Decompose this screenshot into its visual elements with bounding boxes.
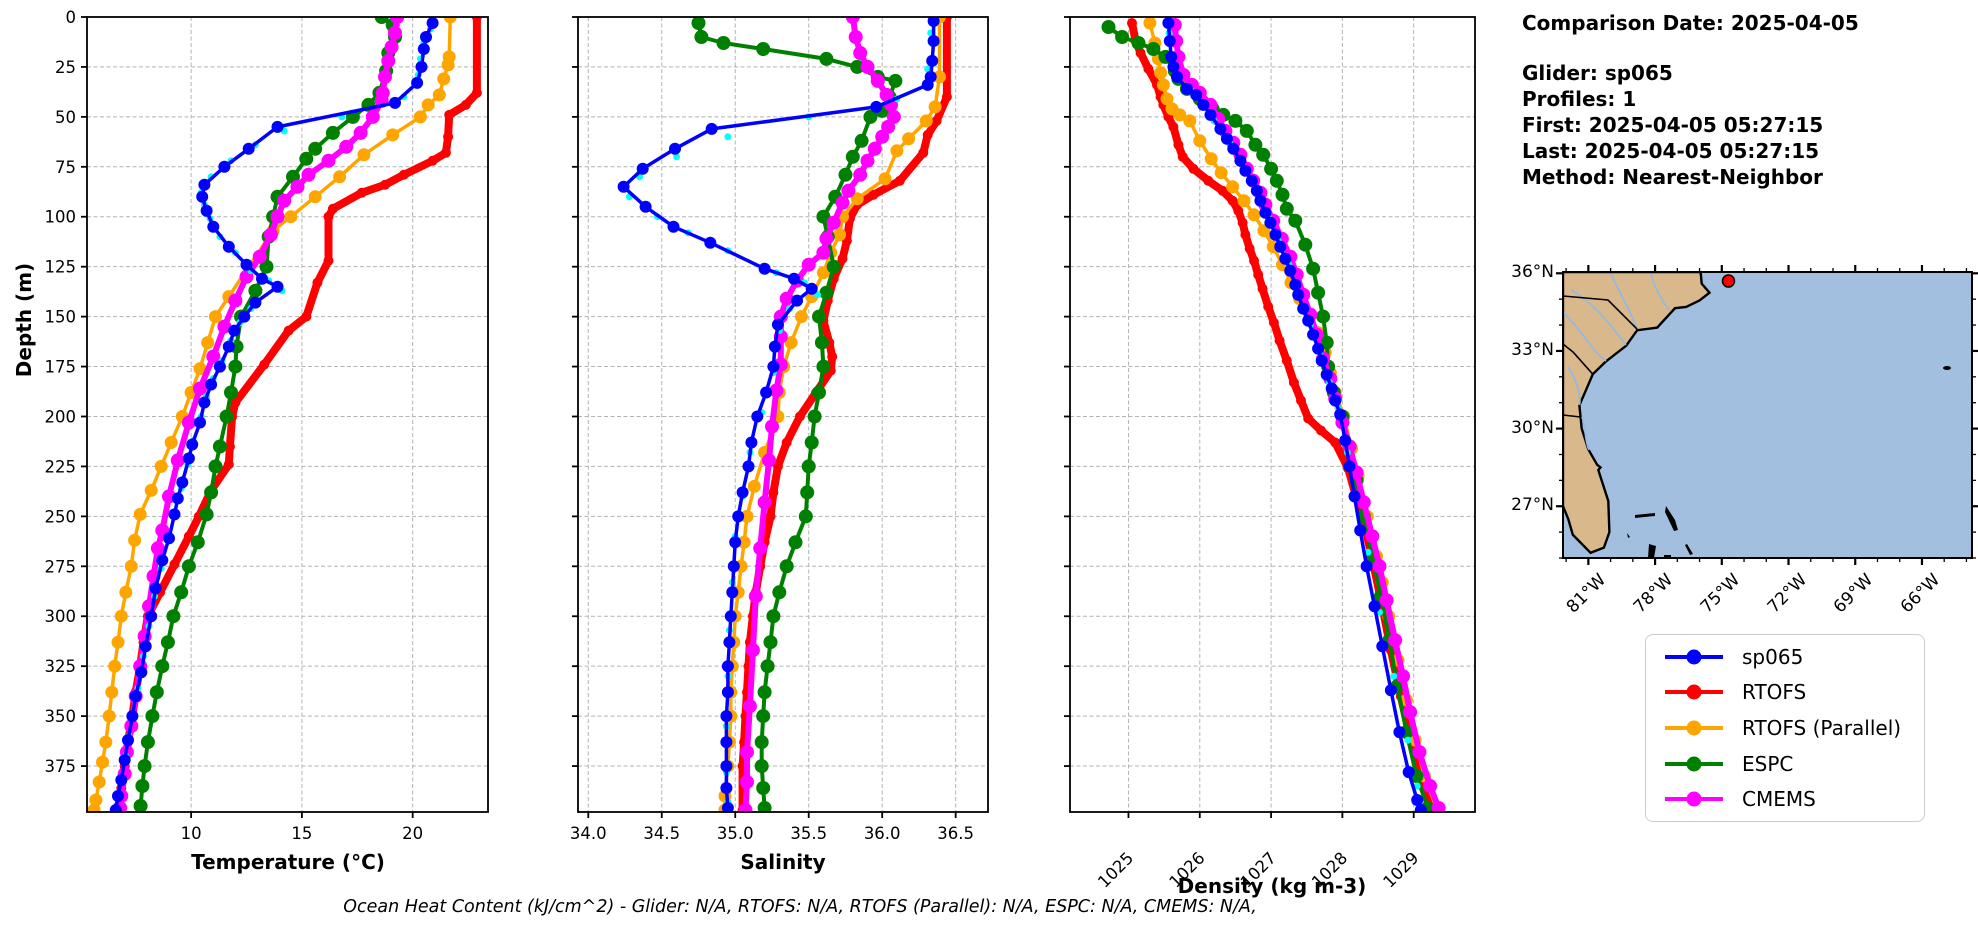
svg-text:275: 275 <box>45 557 77 576</box>
density-plot-border <box>1069 16 1476 813</box>
legend-line-sample <box>1665 684 1723 700</box>
svg-text:34.0: 34.0 <box>570 824 607 843</box>
legend: sp065 RTOFS RTOFS (Parallel) ESPC CMEMS <box>1645 634 1925 822</box>
svg-text:175: 175 <box>45 358 77 377</box>
svg-text:36.5: 36.5 <box>937 824 974 843</box>
svg-text:10: 10 <box>181 824 202 843</box>
temperature-profile-chart: 10 15 200255075100125150175200225250275300… <box>45 8 489 843</box>
salinity-axis-label: Salinity <box>740 850 826 874</box>
map-state-borders <box>1563 295 1638 418</box>
method-text: Method: Nearest-Neighbor <box>1522 165 1823 189</box>
map-rivers <box>1563 273 1670 451</box>
comparison-date-text: Comparison Date: 2025-04-05 <box>1522 11 1859 35</box>
map-ticks <box>1556 265 1978 565</box>
temperature-series-sp065-raw <box>115 25 434 800</box>
map-lat-label: 30°N <box>1511 417 1554 438</box>
svg-text:325: 325 <box>45 657 77 676</box>
svg-text:15: 15 <box>291 824 312 843</box>
svg-text:50: 50 <box>55 108 76 127</box>
svg-text:25: 25 <box>55 58 76 77</box>
map-bermuda-island <box>1943 366 1951 370</box>
salinity-tick-labels: 34.0 34.5 35.0 35.5 36.0 36.5 <box>570 824 974 843</box>
temperature-tick-labels: 10 15 200255075100125150175200225250275300… <box>45 8 424 843</box>
map-lat-label: 36°N <box>1511 262 1554 283</box>
ocean-heat-content-note: Ocean Heat Content (kJ/cm^2) - Glider: N… <box>343 897 1257 917</box>
legend-line-sample <box>1665 649 1723 665</box>
density-axis-ticks <box>1064 16 1415 818</box>
legend-label: RTOFS (Parallel) <box>1742 715 1902 740</box>
legend-label: CMEMS <box>1742 787 1816 812</box>
legend-item-rtofs: RTOFS <box>1646 675 1924 709</box>
depth-axis-label: Depth (m) <box>12 262 36 378</box>
last-profile-time-text: Last: 2025-04-05 05:27:15 <box>1522 139 1820 163</box>
svg-text:36.0: 36.0 <box>864 824 901 843</box>
location-map: 36°N 33°N 30°N 27°N 81°W 78°W 75°W 72°W 69°W 66°W <box>1511 260 1978 617</box>
svg-text:225: 225 <box>45 457 77 476</box>
legend-line-sample <box>1665 720 1723 736</box>
svg-text:375: 375 <box>45 757 77 776</box>
svg-text:0: 0 <box>66 8 77 27</box>
profiles-count-text: Profiles: 1 <box>1522 87 1637 111</box>
legend-item-cmems: CMEMS <box>1646 782 1924 816</box>
salinity-plot-border <box>577 16 989 813</box>
map-lat-label: 27°N <box>1511 495 1554 516</box>
salinity-series-espc <box>691 17 903 812</box>
salinity-profile-chart: 34.0 34.5 35.0 35.5 36.0 36.5 <box>570 16 989 843</box>
svg-text:350: 350 <box>45 707 77 726</box>
map-lat-label: 33°N <box>1511 339 1554 360</box>
glider-name-text: Glider: sp065 <box>1522 61 1673 85</box>
comparison-info-panel: Comparison Date: 2025-04-05 Glider: sp06… <box>1522 10 1859 190</box>
temperature-gridlines <box>87 17 488 812</box>
temperature-series-rtofs <box>113 17 482 811</box>
legend-item-sp065: sp065 <box>1646 640 1924 674</box>
legend-label: RTOFS <box>1742 680 1807 705</box>
map-border <box>1562 271 1973 559</box>
legend-item-rtofs-parallel-: RTOFS (Parallel) <box>1646 711 1924 745</box>
svg-text:20: 20 <box>402 824 423 843</box>
legend-label: ESPC <box>1742 751 1794 776</box>
svg-text:35.0: 35.0 <box>717 824 754 843</box>
first-profile-time-text: First: 2025-04-05 05:27:15 <box>1522 113 1824 137</box>
svg-text:75: 75 <box>55 158 76 177</box>
density-profile-chart: 1025 1026 1027 1028 1029 <box>1064 16 1476 892</box>
svg-text:125: 125 <box>45 258 77 277</box>
location-map-canvas <box>1556 265 1978 565</box>
density-axis-label: Density (kg m-3) <box>1177 874 1367 898</box>
glider-location-marker <box>1721 274 1736 288</box>
svg-text:150: 150 <box>45 308 77 327</box>
temperature-series-sp065 <box>109 17 439 812</box>
svg-text:34.5: 34.5 <box>643 824 680 843</box>
legend-label: sp065 <box>1742 644 1804 669</box>
svg-text:100: 100 <box>45 208 77 227</box>
map-land-southeast-us <box>1563 272 1712 555</box>
info-spacer <box>1522 36 1859 60</box>
temperature-axis-ticks <box>81 16 414 818</box>
legend-line-sample <box>1665 791 1723 807</box>
salinity-series-sp065 <box>617 17 940 812</box>
svg-text:300: 300 <box>45 607 77 626</box>
legend-line-sample <box>1665 756 1723 772</box>
svg-text:250: 250 <box>45 507 77 526</box>
density-series-sp065 <box>1162 17 1427 812</box>
density-series-espc <box>1101 20 1435 812</box>
legend-item-espc: ESPC <box>1646 747 1924 781</box>
density-gridlines <box>1070 17 1475 812</box>
temperature-axis-label: Temperature (°C) <box>191 850 385 874</box>
svg-text:200: 200 <box>45 407 77 426</box>
svg-text:35.5: 35.5 <box>790 824 827 843</box>
salinity-axis-ticks <box>572 16 957 818</box>
temperature-plot-border <box>86 16 489 813</box>
